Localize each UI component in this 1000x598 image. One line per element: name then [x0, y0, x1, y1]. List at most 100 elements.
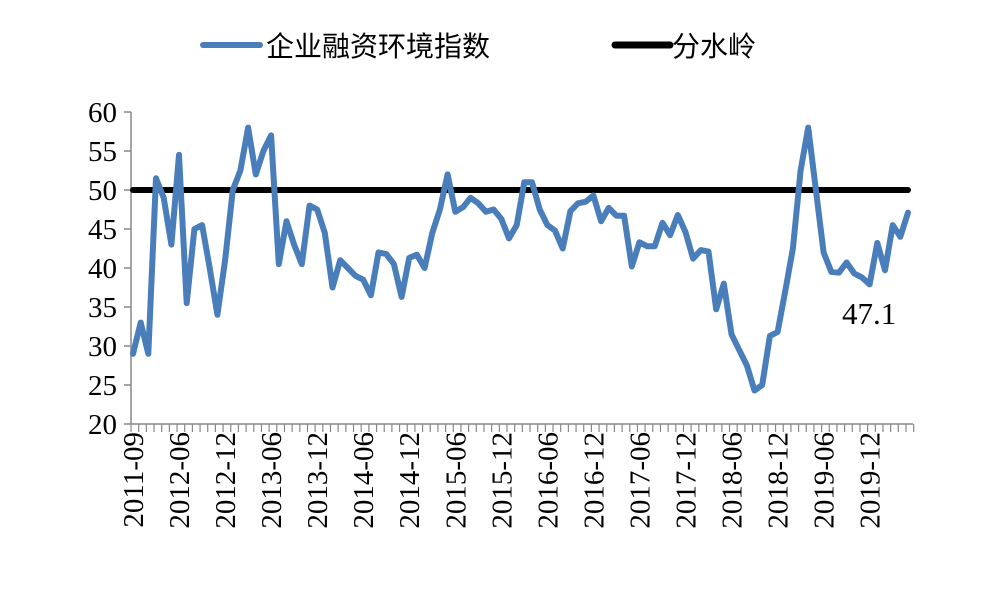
data-point	[761, 384, 763, 386]
data-point	[876, 242, 878, 244]
data-point	[278, 263, 280, 265]
x-tick-label: 2018-12	[763, 432, 795, 529]
data-point	[285, 220, 287, 222]
data-point	[807, 127, 809, 129]
data-point	[316, 209, 318, 210]
data-point	[416, 254, 418, 256]
data-point	[462, 206, 464, 208]
y-tick-label: 45	[88, 214, 117, 246]
data-point	[362, 279, 364, 281]
data-point	[731, 333, 733, 335]
data-point	[861, 276, 863, 278]
data-point	[355, 275, 357, 277]
data-point	[140, 322, 142, 324]
data-point	[255, 173, 257, 175]
data-point	[531, 181, 533, 183]
y-tick-label: 60	[88, 97, 117, 129]
data-point	[493, 209, 495, 210]
data-point	[884, 269, 886, 271]
data-point	[800, 170, 802, 171]
data-point	[746, 365, 748, 366]
data-point	[661, 222, 663, 224]
data-point	[631, 265, 633, 267]
data-point	[393, 263, 395, 265]
data-point	[431, 232, 433, 234]
x-tick-label: 2014-12	[394, 432, 426, 529]
data-point	[792, 248, 794, 249]
last-value-label: 47.1	[842, 296, 896, 331]
data-point	[209, 267, 211, 269]
y-tick-label: 30	[88, 331, 117, 363]
data-point	[201, 224, 203, 226]
data-point	[754, 389, 756, 391]
data-point	[247, 127, 249, 129]
data-point	[707, 251, 709, 253]
data-point	[784, 290, 786, 292]
x-tick-label: 2016-12	[578, 432, 610, 529]
x-tick-label: 2017-12	[670, 432, 702, 529]
y-tick-label: 25	[88, 370, 117, 402]
index-series-line	[130, 124, 911, 394]
data-point	[654, 245, 656, 247]
data-point	[378, 251, 380, 253]
data-point	[447, 173, 449, 175]
data-point	[385, 253, 387, 255]
data-point	[500, 218, 502, 220]
data-point	[301, 263, 303, 265]
x-tick-label: 2019-06	[809, 432, 841, 529]
data-point	[147, 353, 149, 355]
data-point	[293, 244, 295, 246]
data-point	[424, 267, 426, 269]
data-point	[846, 262, 848, 264]
data-point	[830, 271, 832, 273]
axes: 20 25 30 35 40 45 50 55 60 2011-09 2012-06 2012-12 2…	[88, 97, 915, 529]
data-point	[700, 249, 702, 251]
x-tick-label: 2015-12	[486, 432, 518, 529]
data-point	[623, 215, 625, 217]
data-point	[347, 267, 349, 269]
data-point	[186, 302, 188, 304]
plot-area	[130, 124, 911, 394]
x-tick-label: 2012-06	[164, 432, 196, 529]
data-point	[569, 210, 571, 212]
data-point	[224, 259, 226, 261]
data-point	[585, 201, 587, 203]
x-tick-label: 2015-06	[440, 432, 472, 529]
data-point	[339, 259, 341, 261]
data-point	[577, 202, 579, 204]
data-point	[408, 257, 410, 259]
data-point	[554, 230, 556, 232]
data-point	[401, 296, 403, 298]
data-point	[332, 287, 334, 288]
data-point	[838, 272, 840, 274]
x-tick-label: 2013-12	[302, 432, 334, 529]
data-point	[439, 209, 441, 210]
data-point	[239, 170, 241, 171]
data-point	[562, 248, 564, 249]
data-point	[869, 283, 871, 285]
y-tick-label: 35	[88, 292, 117, 324]
legend-label-index: 企业融资环境指数	[266, 30, 490, 63]
data-point	[646, 245, 648, 247]
x-tick-label: 2013-06	[256, 432, 288, 529]
data-point	[470, 197, 472, 199]
data-point	[516, 224, 518, 226]
data-point	[193, 228, 195, 230]
data-point	[132, 353, 134, 355]
data-point	[738, 349, 740, 351]
data-point	[600, 220, 602, 222]
y-tick-label: 40	[88, 253, 117, 285]
data-point	[163, 197, 165, 199]
data-point	[454, 211, 456, 213]
data-point	[669, 234, 671, 236]
data-point	[815, 189, 817, 191]
data-point	[892, 224, 894, 226]
data-point	[370, 294, 372, 296]
x-tick-label: 2018-06	[717, 432, 749, 529]
data-point	[907, 212, 909, 214]
legend: 企业融资环境指数 分水岭	[200, 30, 756, 63]
data-point	[853, 272, 855, 274]
data-point	[615, 215, 617, 217]
data-point	[692, 258, 694, 260]
